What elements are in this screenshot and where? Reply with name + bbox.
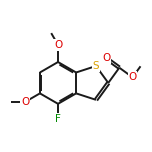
Text: O: O [102,53,110,63]
Text: F: F [55,114,61,124]
Text: O: O [128,72,137,82]
Text: O: O [21,97,29,107]
Text: S: S [93,61,99,71]
Text: O: O [54,40,62,50]
